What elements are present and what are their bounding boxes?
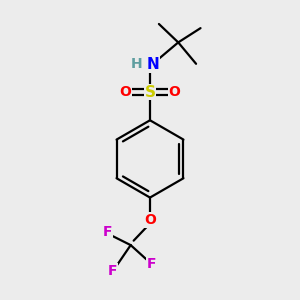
Text: N: N xyxy=(147,57,159,72)
Text: F: F xyxy=(147,257,156,271)
Text: O: O xyxy=(144,213,156,227)
Text: F: F xyxy=(108,264,118,278)
Text: F: F xyxy=(103,225,112,239)
Text: H: H xyxy=(131,56,142,70)
Text: O: O xyxy=(120,85,132,99)
Text: O: O xyxy=(168,85,180,99)
Text: S: S xyxy=(145,85,155,100)
